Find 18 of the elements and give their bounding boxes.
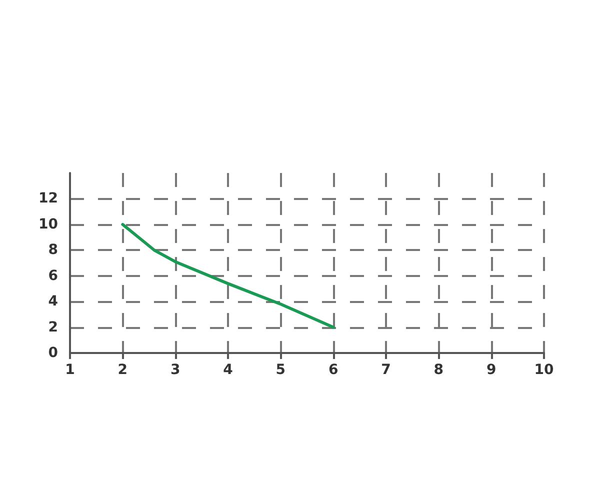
y-tick-label: 2 (48, 319, 58, 336)
x-tick-label: 10 (534, 362, 554, 378)
line-series (121, 222, 335, 329)
x-tick-label: 9 (486, 362, 496, 378)
y-tick-label: 4 (48, 294, 58, 310)
y-tick-label: 6 (48, 268, 58, 284)
x-tick-label: 4 (223, 362, 234, 378)
y-tick-label: 10 (38, 216, 58, 232)
x-tick-label: 6 (328, 362, 338, 378)
x-tick-label: 7 (381, 362, 391, 378)
x-tick-label: 1 (65, 362, 75, 378)
y-tick-label: 12 (38, 190, 58, 207)
y-tick-label: 0 (48, 345, 58, 361)
x-tick-label: 2 (118, 362, 128, 378)
y-tick-label: 8 (48, 242, 58, 258)
x-tick-label: 5 (276, 362, 286, 378)
x-tick-label: 8 (434, 362, 444, 378)
x-tick-label: 3 (170, 362, 180, 378)
